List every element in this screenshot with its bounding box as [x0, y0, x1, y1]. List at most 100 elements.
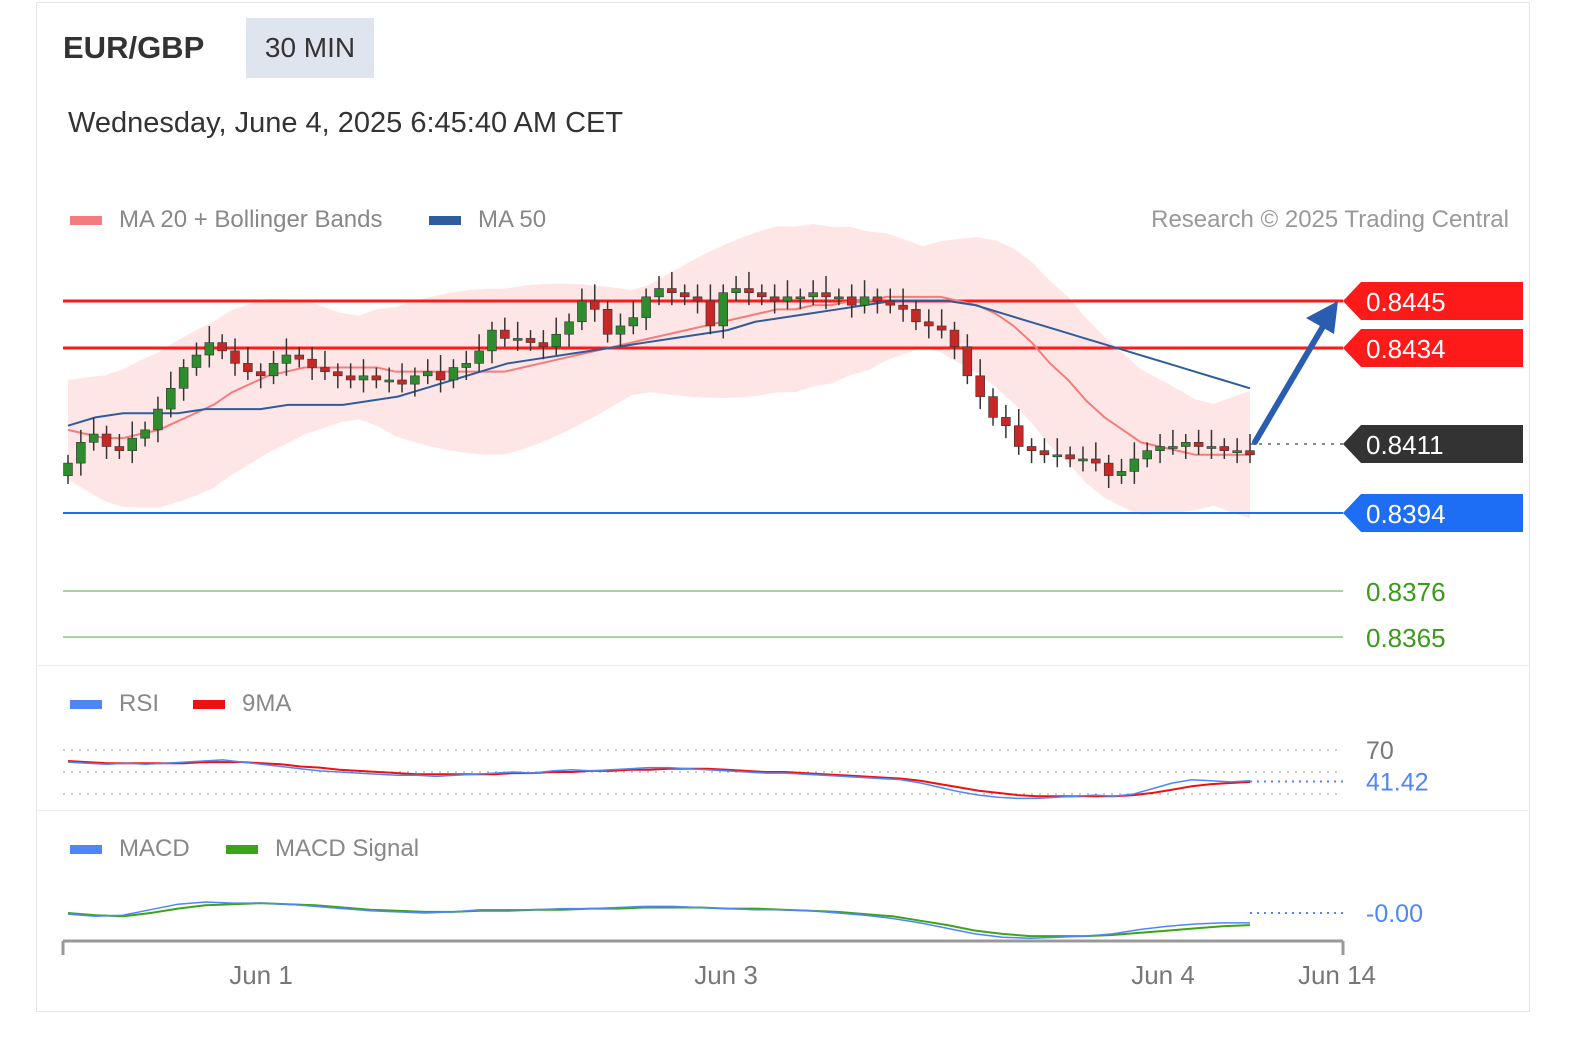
resistance-2-label: 0.8445 [1366, 287, 1446, 317]
ma50-line [67, 300, 1251, 427]
candle [1181, 442, 1191, 447]
candle [281, 354, 292, 364]
candle [101, 433, 112, 447]
x-tick-label: Jun 1 [229, 960, 293, 990]
candle [1078, 458, 1088, 462]
candle [76, 442, 86, 464]
macd-swatch [70, 844, 102, 854]
candle [1001, 417, 1011, 427]
candle [255, 371, 266, 377]
candle [898, 304, 908, 310]
resistance-2-tag [1343, 282, 1523, 320]
macd-legend-label: MACD [119, 835, 190, 862]
candle [667, 288, 677, 293]
candle [1091, 458, 1101, 464]
macd-signal-line [67, 902, 1251, 938]
candle [1039, 450, 1050, 456]
last-price-label: 0.8411 [1366, 430, 1444, 460]
ma20-legend-label: MA 20 + Bollinger Bands [119, 206, 383, 233]
candle [872, 296, 883, 302]
candle [243, 363, 253, 372]
candle [692, 296, 703, 302]
candle [422, 371, 433, 377]
candle [911, 309, 921, 323]
candle [166, 387, 176, 410]
x-tick-label: Jun 3 [694, 960, 758, 990]
symbol-title: EUR/GBP [63, 30, 205, 65]
candle [397, 379, 407, 385]
rsi-ma-swatch [193, 699, 225, 709]
legend-macd-signal: MACD Signal [226, 835, 419, 863]
candle [808, 292, 818, 298]
legend-rsi: RSI [70, 690, 159, 718]
candle [1052, 454, 1063, 458]
macd-last-label: -0.00 [1366, 900, 1423, 928]
candle [564, 321, 574, 335]
candle [487, 329, 497, 352]
candle [127, 437, 137, 451]
last-price-tag [1343, 425, 1523, 463]
resistance-1-label: 0.8434 [1366, 334, 1446, 364]
candle [345, 375, 356, 381]
candle [178, 367, 189, 389]
candle [602, 309, 613, 335]
candle [731, 288, 741, 293]
candle [525, 338, 536, 343]
candle [1129, 458, 1140, 472]
candle [821, 292, 831, 298]
candle [333, 371, 343, 377]
candle [191, 354, 202, 368]
rsi-swatch [70, 699, 102, 709]
forecast-arrow-head [1306, 301, 1338, 334]
candle [230, 350, 240, 364]
pivot-tag [1343, 494, 1523, 532]
x-tick-label: Jun 4 [1131, 960, 1195, 990]
credit-label: Research © 2025 Trading Central [1151, 206, 1509, 233]
candle [204, 342, 215, 356]
candle [384, 379, 394, 383]
candle [153, 408, 163, 431]
datetime-label: Wednesday, June 4, 2025 6:45:40 AM CET [68, 107, 624, 139]
candle [577, 300, 587, 323]
ma20-swatch [70, 215, 102, 225]
ma20-line [67, 295, 1250, 456]
candle [1013, 425, 1024, 447]
candle [1245, 450, 1255, 456]
pane-divider-rsi [37, 665, 1530, 666]
support-1-label: 0.8376 [1366, 577, 1446, 607]
candle [936, 325, 947, 331]
candle [410, 375, 420, 385]
rsi-last-label: 41.42 [1366, 768, 1429, 796]
candle [641, 296, 651, 318]
candle [628, 317, 639, 327]
candle [718, 292, 728, 327]
forecast-arrow-shaft [1252, 315, 1331, 445]
candle [834, 296, 844, 300]
rsi-70-label: 70 [1366, 737, 1394, 765]
candle [448, 367, 459, 381]
candle [885, 300, 896, 306]
candle [1065, 454, 1075, 460]
candle [320, 367, 330, 372]
candle [512, 338, 523, 341]
candle [358, 375, 369, 381]
timeframe-button[interactable]: 30 MIN [246, 18, 374, 78]
candle [782, 296, 793, 302]
candle [140, 429, 150, 439]
candle [1232, 450, 1242, 453]
rsi-line [67, 759, 1251, 800]
bollinger-band [68, 223, 1250, 519]
candle [757, 292, 767, 298]
candle [1155, 446, 1165, 451]
candle [371, 375, 382, 381]
candle [474, 350, 484, 364]
candle [615, 325, 626, 335]
candle [744, 288, 754, 293]
rsi-ma-line [67, 760, 1251, 798]
candle [590, 300, 600, 310]
candle [217, 342, 227, 352]
candle [988, 396, 998, 418]
ma50-swatch [429, 215, 461, 225]
candle [1103, 462, 1114, 476]
